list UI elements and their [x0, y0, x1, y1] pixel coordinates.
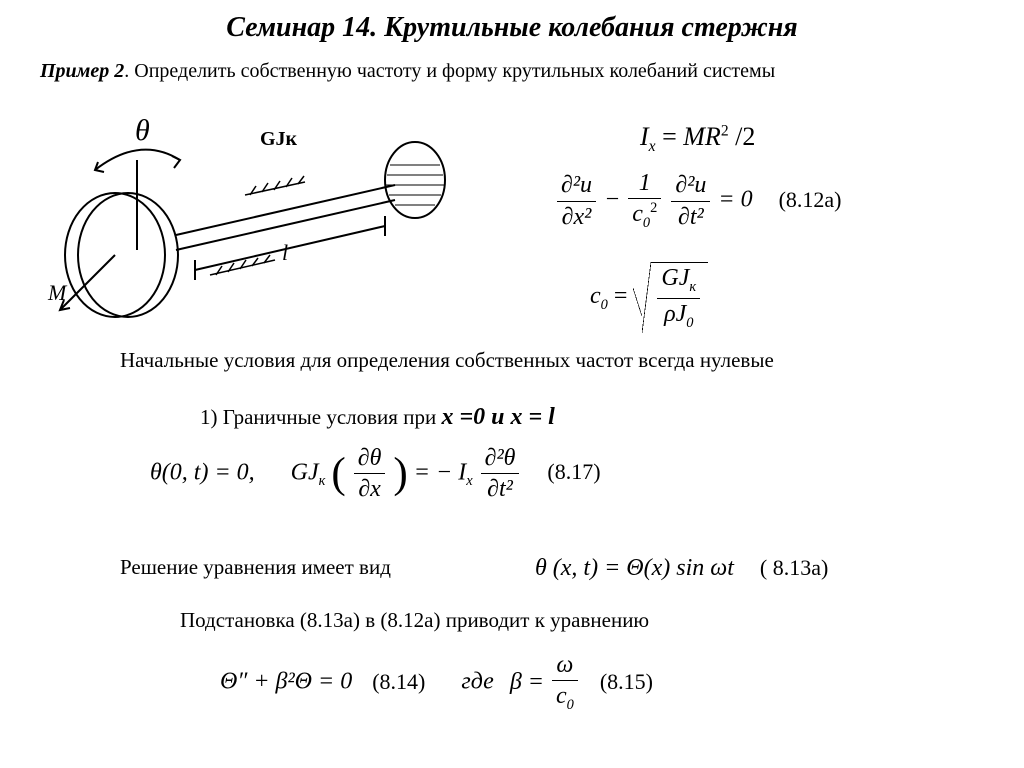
M-label: М	[47, 280, 68, 305]
c0-rad-num: GJк	[657, 265, 700, 299]
example-lead: Пример 2	[40, 60, 124, 82]
bc-theta0: θ(0, t) = 0,	[150, 459, 255, 485]
eq-c0: c0 = GJк ρJ0	[590, 262, 708, 333]
eq-ode: Θ″ + β²Θ = 0 (8.14) где β = ω c0 (8.15)	[220, 652, 653, 714]
wave-rhs: = 0	[718, 187, 752, 213]
wave-eqnum: (8.12а)	[779, 187, 842, 212]
wave-den2: ∂t²	[671, 202, 710, 230]
boundary-cond-heading: 1) Граничные условия при x =0 и x = l	[200, 404, 555, 431]
eq-boundary: θ(0, t) = 0, GJк ( ∂θ ∂x ) = − Ix ∂²θ ∂t…	[150, 445, 601, 503]
eq-wave: ∂²u ∂x² − 1 c02 ∂²u ∂t² = 0 (8.12а)	[555, 170, 995, 232]
example-line: Пример 2. Определить собственную частоту…	[40, 60, 1000, 83]
solution-text: Решение уравнения имеет вид	[120, 555, 391, 580]
wave-num1: ∂²u	[557, 172, 596, 201]
example-text: . Определить собственную частоту и форму…	[124, 60, 775, 82]
bc-eqnum: (8.17)	[547, 459, 600, 484]
eq-solution: θ (x, t) = Θ(x) sin ωt ( 8.13а)	[535, 555, 828, 582]
theta-label: θ	[135, 114, 150, 147]
length-label: l	[282, 240, 288, 265]
wave-coef-num: 1	[628, 170, 661, 199]
torsion-diagram: θ l М	[40, 100, 470, 320]
wave-den1: ∂x²	[557, 202, 596, 230]
c0-rad-den: ρJ0	[657, 299, 700, 332]
eq-moment-of-inertia: Ix = MR2 /2	[640, 122, 755, 156]
initial-conditions-text: Начальные условия для определения собств…	[120, 348, 990, 373]
page-title: Семинар 14. Крутильные колебания стержня	[0, 12, 1024, 44]
wave-coef-den: c02	[628, 199, 661, 232]
gjk-label: GJк	[260, 128, 297, 151]
wave-num2: ∂²u	[671, 172, 710, 201]
wave-minus: −	[604, 187, 626, 213]
substitution-text: Подстановка (8.13а) в (8.12а) приводит к…	[180, 608, 649, 633]
